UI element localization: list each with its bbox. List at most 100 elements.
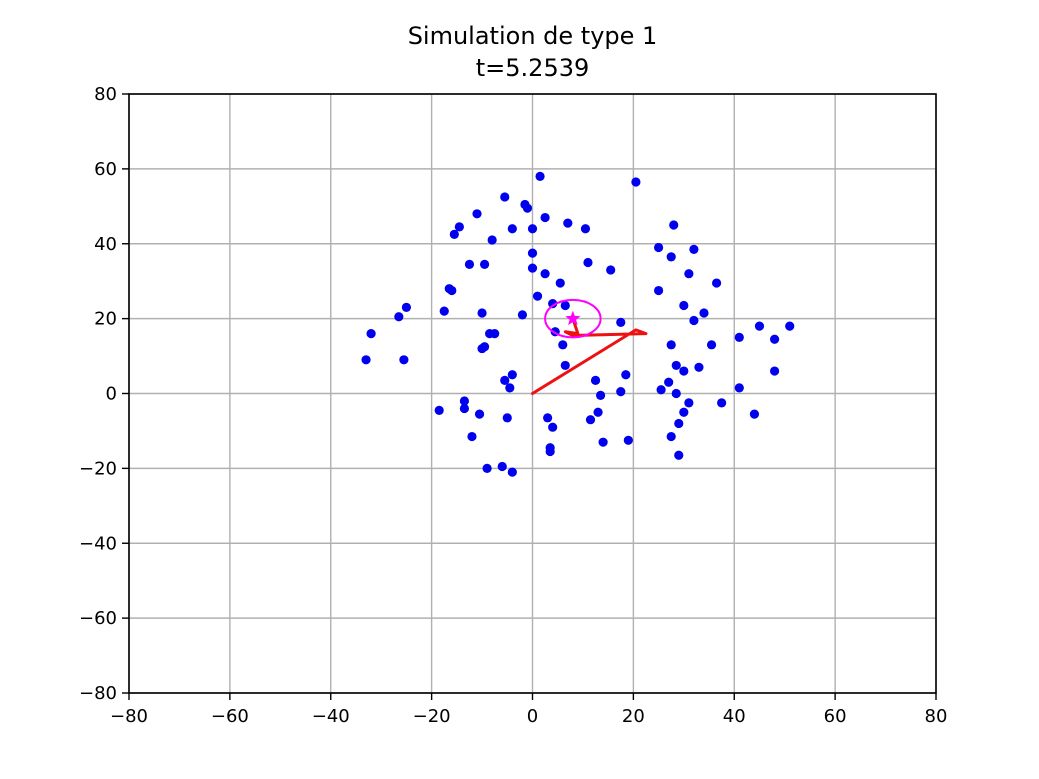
data-point [482, 463, 492, 473]
data-point [527, 263, 538, 273]
data-point [459, 396, 470, 406]
data-point [548, 299, 558, 309]
data-point [399, 355, 409, 365]
y-tick-label: 80 [94, 84, 117, 105]
data-point [500, 192, 510, 202]
data-points [361, 171, 795, 477]
data-point [669, 220, 679, 230]
data-point [545, 446, 555, 457]
data-point [679, 300, 689, 311]
data-point [734, 332, 744, 342]
data-point [477, 308, 487, 318]
x-tick-label: −80 [110, 706, 148, 727]
data-point [595, 390, 606, 400]
data-point [706, 340, 717, 350]
data-point [505, 383, 515, 393]
data-point [502, 413, 512, 423]
data-point [558, 340, 568, 350]
data-point [671, 360, 681, 371]
data-point [507, 370, 517, 380]
data-point [616, 387, 626, 397]
data-point [527, 224, 538, 234]
data-point [507, 467, 517, 477]
x-tick-label: −20 [413, 706, 451, 727]
data-point [666, 252, 676, 262]
data-point [500, 375, 510, 385]
x-tick-label: 0 [527, 706, 538, 727]
chart-subtitle: t=5.2539 [475, 54, 590, 82]
data-point [563, 218, 573, 228]
data-point [532, 291, 543, 301]
data-point [479, 259, 490, 269]
data-point [679, 366, 689, 376]
x-tick-label: 20 [622, 706, 645, 727]
data-point [540, 212, 550, 223]
data-point [543, 413, 553, 423]
data-point [671, 388, 681, 399]
data-point [555, 278, 565, 288]
data-point [401, 302, 412, 312]
y-tick-label: 60 [94, 159, 117, 180]
data-point [666, 431, 676, 442]
axis-ticks: −80 −60 −40 −20 0 20 40 60 80 80 60 40 20 0 −20 −40 −60 −… [79, 84, 947, 727]
target-circle [544, 298, 602, 339]
data-point [717, 398, 727, 408]
data-point [535, 171, 545, 181]
x-tick-label: 60 [824, 706, 847, 727]
data-point [684, 269, 694, 279]
data-point [699, 308, 709, 318]
data-point [684, 398, 694, 408]
data-point [490, 329, 500, 339]
y-tick-label: −60 [79, 608, 117, 629]
data-point [548, 422, 558, 432]
data-point [560, 300, 570, 311]
data-point [522, 203, 533, 213]
target-marker [544, 298, 602, 339]
y-tick-label: 40 [94, 234, 117, 255]
data-point [653, 285, 664, 296]
data-point [770, 334, 780, 344]
data-point [653, 242, 664, 253]
data-point [449, 229, 459, 239]
data-point [527, 248, 538, 258]
data-point [621, 370, 631, 380]
y-tick-label: 0 [106, 384, 117, 405]
data-point [694, 362, 704, 372]
data-point [590, 375, 601, 385]
data-point [517, 310, 528, 320]
data-point [689, 315, 699, 326]
data-point [616, 317, 626, 327]
data-point [656, 385, 666, 395]
x-tick-label: −60 [211, 706, 249, 727]
data-point [366, 329, 376, 339]
x-tick-label: 40 [723, 706, 746, 727]
y-tick-label: −80 [79, 683, 117, 704]
data-point [459, 403, 470, 414]
trajectory-line [531, 317, 648, 395]
data-point [540, 269, 550, 279]
y-tick-label: −20 [79, 458, 117, 479]
target-star [565, 310, 581, 326]
data-point [666, 340, 676, 350]
data-point [583, 257, 593, 268]
data-point [580, 224, 591, 234]
y-tick-label: 20 [94, 309, 117, 330]
data-point [770, 366, 780, 376]
data-point [585, 415, 596, 425]
data-point [593, 407, 603, 417]
data-point [394, 312, 404, 322]
data-point [631, 177, 641, 187]
data-point [454, 222, 464, 232]
data-point [749, 409, 760, 419]
data-point [679, 407, 689, 417]
data-point [439, 306, 449, 316]
data-point [674, 450, 684, 460]
data-point [487, 235, 497, 245]
data-point [785, 321, 795, 331]
data-point [689, 244, 699, 254]
trajectory [531, 317, 648, 395]
grid-lines [128, 93, 937, 694]
data-point [361, 355, 371, 365]
x-tick-label: 80 [925, 706, 948, 727]
